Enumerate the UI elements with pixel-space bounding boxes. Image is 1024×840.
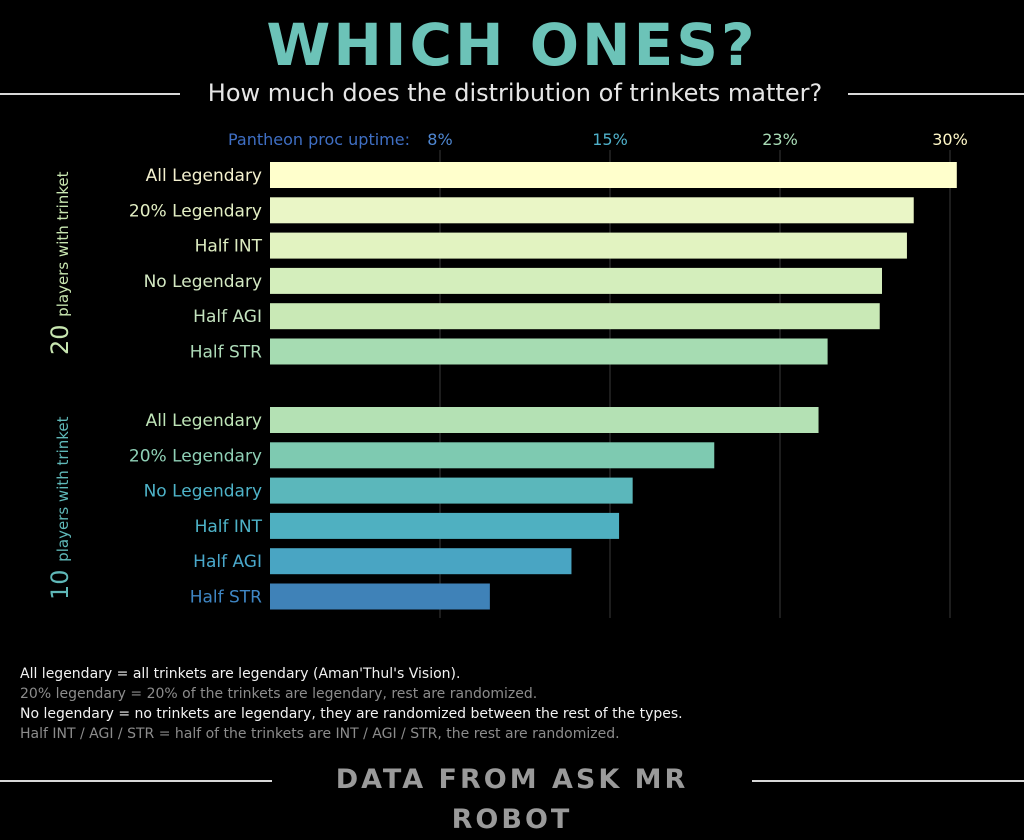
- data-source: DATA FROM ASK MR ROBOT: [335, 764, 689, 835]
- bar: [270, 407, 819, 433]
- group-label-number: 10: [46, 562, 74, 600]
- tick-label: 8%: [427, 130, 452, 149]
- category-label: Half AGI: [193, 307, 262, 327]
- category-label: 20% Legendary: [129, 446, 262, 466]
- tick-label: 15%: [592, 130, 628, 149]
- bar: [270, 477, 633, 504]
- bar: [270, 442, 715, 469]
- category-label: All Legendary: [146, 411, 262, 431]
- bar: [270, 232, 907, 259]
- category-label: Half AGI: [193, 552, 262, 572]
- tick-label: 30%: [932, 130, 968, 149]
- footnote-all-legendary: All legendary = all trinkets are legenda…: [20, 666, 461, 682]
- bar: [270, 548, 572, 575]
- footnote-20-legendary: 20% legendary = 20% of the trinkets are …: [20, 686, 538, 702]
- category-label: Half STR: [190, 343, 262, 363]
- chart-subtitle: How much does the distribution of trinke…: [207, 79, 823, 107]
- bar-chart: Pantheon proc uptime: 8% 15% 23% 30% All Lege…: [46, 130, 968, 618]
- subtitle-row: How much does the distribution of trinke…: [0, 76, 1024, 110]
- footnote-half-stats: Half INT / AGI / STR = half of the trink…: [20, 726, 620, 742]
- group-label-number: 20: [46, 317, 74, 355]
- category-label: 20% Legendary: [129, 201, 262, 221]
- group-label-text: players with trinket: [54, 416, 72, 561]
- category-label: All Legendary: [146, 166, 262, 186]
- bar: [270, 197, 914, 224]
- x-axis-label: Pantheon proc uptime:: [228, 130, 410, 149]
- footnote-no-legendary: No legendary = no trinkets are legendary…: [20, 706, 683, 722]
- source-row: DATA FROM ASK MR ROBOT: [0, 760, 1024, 835]
- group-label: 10 players with trinket: [46, 416, 74, 600]
- tick-label: 23%: [762, 130, 798, 149]
- category-label: No Legendary: [144, 482, 262, 502]
- bar: [270, 267, 882, 294]
- subtitle-rule-right: [848, 93, 1024, 95]
- bar: [270, 303, 880, 330]
- bar: [270, 583, 490, 610]
- chart-title: WHICH ONES?: [266, 11, 758, 79]
- category-label: Half STR: [190, 588, 262, 608]
- subtitle-rule-left: [0, 93, 180, 95]
- category-label: Half INT: [195, 237, 263, 257]
- source-rule-left: [0, 780, 272, 782]
- source-rule-right: [752, 780, 1024, 782]
- group-label: 20 players with trinket: [46, 171, 74, 355]
- group-label-text: players with trinket: [54, 171, 72, 316]
- bar: [270, 512, 620, 539]
- category-label: No Legendary: [144, 272, 262, 292]
- bar: [270, 162, 957, 188]
- category-label: Half INT: [195, 517, 263, 537]
- bar: [270, 338, 828, 365]
